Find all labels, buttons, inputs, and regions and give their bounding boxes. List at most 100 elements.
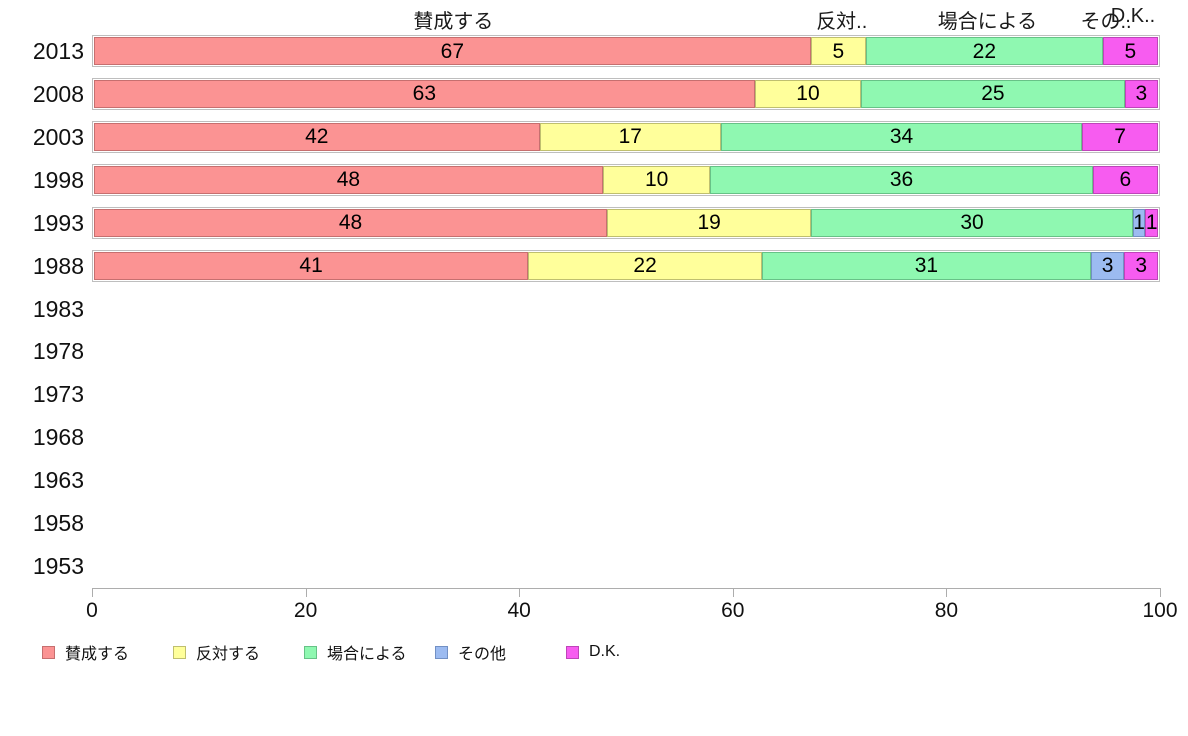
bar-segment-value: 22 — [633, 254, 657, 278]
series-header-label: その.. — [1080, 11, 1132, 33]
bar-row: 63 10 25 3 — [92, 73, 1160, 116]
bar-row: 41 22 31 3 3 — [92, 245, 1160, 288]
y-axis-label: 1988 — [32, 252, 84, 279]
legend-item: 場合による — [304, 640, 435, 664]
x-axis-tick-label: 80 — [934, 599, 959, 622]
bar-segment: 67 — [94, 37, 811, 65]
x-axis-tick-label: 40 — [507, 599, 531, 622]
series-header-label: 賛成する — [413, 11, 494, 33]
stacked-bar: 63 10 25 3 — [92, 77, 1160, 110]
x-axis-tick — [732, 588, 734, 597]
y-axis-label: 1963 — [32, 467, 84, 494]
series-header-label: 場合による — [937, 11, 1038, 33]
bar-segment: 3 — [1090, 251, 1125, 280]
bar-segment: 7 — [1082, 122, 1158, 151]
bar-segment-value: 19 — [697, 211, 721, 235]
bar-segment-value: 1 — [1133, 211, 1145, 235]
bar-row: 42 17 34 7 — [92, 116, 1160, 159]
bar-segment: 42 — [94, 122, 540, 151]
y-axis-label: 1993 — [32, 209, 84, 236]
x-axis-line — [92, 588, 1161, 589]
bar-segment-value: 34 — [889, 125, 914, 149]
bar-segment: 22 — [866, 37, 1103, 65]
legend-item: 賛成する — [42, 640, 173, 664]
bar-segment-value: 10 — [796, 82, 820, 106]
legend-item: 反対する — [173, 640, 304, 664]
x-axis-tick-label: 100 — [1142, 599, 1178, 622]
bar-segment-value: 3 — [1101, 254, 1114, 278]
legend-swatch — [566, 645, 579, 659]
series-header-label: D.K.. — [1110, 5, 1156, 27]
legend-item: その他 — [435, 640, 566, 664]
legend-label: D.K. — [589, 643, 621, 660]
bar-segment: 22 — [528, 251, 763, 280]
bar-segment: 5 — [810, 37, 866, 65]
bar-segment: 63 — [94, 79, 755, 108]
series-header-labels: 賛成する 反対.. 場合による その.. D.K.. — [92, 5, 1160, 33]
bar-segment: 36 — [710, 165, 1093, 194]
x-axis-tick — [92, 588, 93, 597]
bar-segment-value: 48 — [336, 168, 361, 192]
bar-segment: 1 — [1145, 208, 1158, 237]
legend: 賛成する 反対する 場合による その他 D.K. — [42, 640, 697, 664]
bar-segment-value: 10 — [644, 168, 669, 192]
bar-segment: 10 — [754, 79, 862, 108]
y-axis-label: 1968 — [32, 424, 84, 451]
x-axis-tick-label: 0 — [86, 599, 98, 622]
x-axis-tick — [305, 588, 307, 597]
bar-segment-value: 36 — [889, 168, 914, 192]
bar-segment-value: 5 — [1124, 39, 1137, 63]
series-header-label: 反対.. — [816, 11, 868, 33]
legend-label: 賛成する — [65, 646, 130, 663]
y-axis-label: 1958 — [32, 510, 84, 537]
bar-segment-value: 22 — [972, 39, 997, 63]
bar-row: 48 19 30 1 1 — [92, 202, 1160, 245]
bar-segment: 48 — [94, 165, 603, 194]
y-axis-label: 2013 — [32, 38, 84, 64]
bar-segment: 30 — [811, 208, 1133, 237]
bar-segment-value: 63 — [412, 82, 437, 106]
y-axis-label: 1983 — [32, 295, 84, 322]
x-axis-tick-label: 20 — [293, 599, 318, 622]
bar-segment: 17 — [539, 122, 722, 151]
bar-segment: 31 — [762, 251, 1091, 280]
plot-area: 67 5 22 5 63 10 25 3 42 17 34 7 48 10 36 6 48 19 30 1 1 41 22 3… — [92, 30, 1160, 588]
stacked-bar: 48 10 36 6 — [92, 163, 1160, 196]
stacked-bar: 67 5 22 5 — [92, 35, 1160, 67]
bar-segment-value: 42 — [305, 125, 329, 149]
y-axis-label: 1953 — [32, 553, 84, 580]
bar-segment-value: 30 — [960, 211, 984, 235]
stacked-bar: 48 19 30 1 1 — [92, 206, 1160, 239]
legend-label: 場合による — [327, 646, 407, 663]
bar-row: 48 10 36 6 — [92, 159, 1160, 202]
x-axis-tick — [519, 588, 521, 597]
bar-segment-value: 25 — [981, 82, 1005, 106]
bar-segment: 41 — [94, 251, 529, 280]
x-axis: 0 20 40 60 80 100 — [86, 588, 1178, 628]
bar-segment-value: 48 — [338, 211, 363, 235]
stacked-bar: 41 22 31 3 3 — [92, 249, 1160, 282]
legend-item: D.K. — [566, 643, 697, 661]
y-axis-label: 1998 — [32, 166, 84, 193]
stacked-bar: 42 17 34 7 — [92, 120, 1160, 153]
x-axis-tick — [946, 588, 948, 597]
y-axis-label: 2003 — [32, 123, 84, 150]
y-axis-label: 1978 — [32, 338, 84, 365]
legend-label: 反対する — [196, 646, 261, 663]
bar-segment: 25 — [861, 79, 1125, 108]
y-axis-labels: 2013 2008 2003 1998 1993 1988 1983 1978 1973 1968… — [0, 30, 84, 588]
bar-segment: 3 — [1124, 251, 1158, 280]
bar-segment: 48 — [94, 208, 608, 237]
legend-swatch — [304, 645, 317, 659]
bar-segment-value: 7 — [1114, 125, 1126, 149]
bar-segment: 6 — [1092, 165, 1158, 194]
bar-row: 67 5 22 5 — [92, 30, 1160, 73]
legend-swatch — [173, 645, 186, 659]
bar-segment: 10 — [602, 165, 711, 194]
y-axis-label: 2008 — [32, 80, 84, 107]
legend-swatch — [42, 645, 55, 659]
bar-segment: 19 — [607, 208, 812, 237]
x-axis-tick-label: 60 — [721, 599, 745, 622]
x-axis-tick — [1160, 588, 1161, 597]
